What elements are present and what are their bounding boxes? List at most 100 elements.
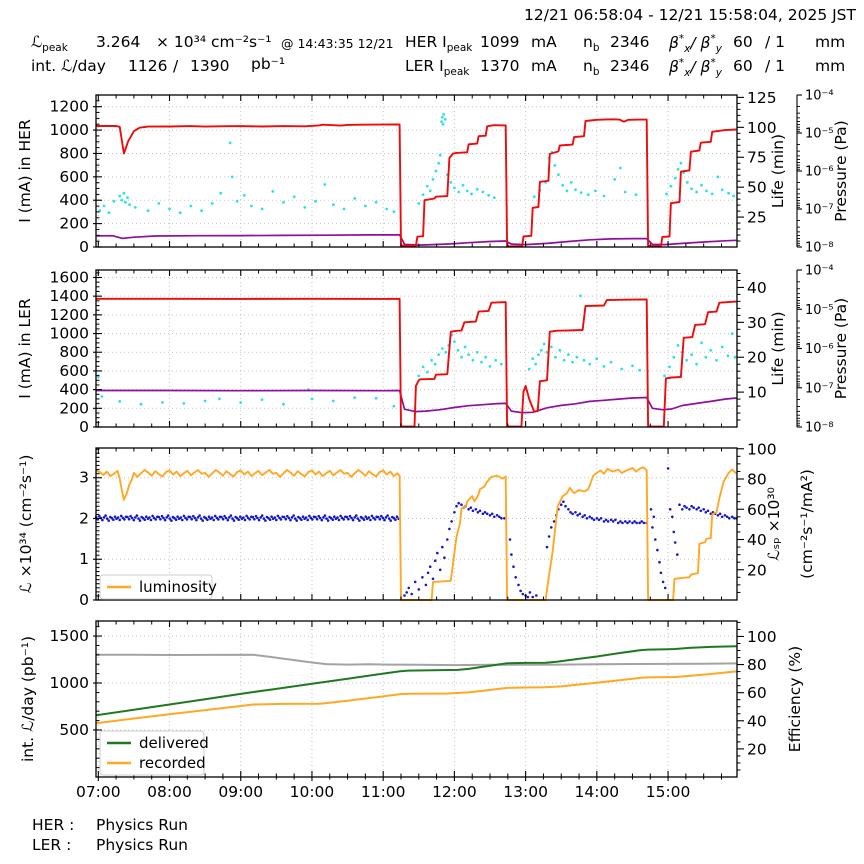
series-her-lifetime xyxy=(96,233,737,246)
svg-text:10: 10 xyxy=(747,384,767,402)
ler-nb-value: 2346 xyxy=(610,57,650,75)
svg-text:Life (min): Life (min) xyxy=(769,311,787,385)
her-beta-value: 60 xyxy=(733,33,753,51)
svg-text:int. ℒ/day (pb⁻¹): int. ℒ/day (pb⁻¹) xyxy=(19,636,37,762)
svg-text:I (mA) in HER: I (mA) in HER xyxy=(16,119,34,223)
svg-text:800: 800 xyxy=(59,144,89,162)
svg-text:100: 100 xyxy=(747,440,777,458)
legend-lumi: luminosity xyxy=(99,574,217,600)
svg-text:125: 125 xyxy=(747,89,777,107)
svg-text:1: 1 xyxy=(79,550,89,568)
svg-text:100: 100 xyxy=(747,119,777,137)
ler-ipeak-unit: mA xyxy=(531,57,557,75)
svg-text:400: 400 xyxy=(59,381,89,399)
series-ler-current xyxy=(96,297,737,428)
svg-text:80: 80 xyxy=(747,656,767,674)
her-run-mode-label: HER : xyxy=(32,816,75,834)
svg-text:12:00: 12:00 xyxy=(432,783,477,801)
svg-text:40: 40 xyxy=(747,279,767,297)
series-recorded xyxy=(96,670,737,725)
svg-text:600: 600 xyxy=(59,168,89,186)
svg-text:Pressure (Pa): Pressure (Pa) xyxy=(832,298,850,399)
svg-text:75: 75 xyxy=(747,149,767,167)
svg-text:40: 40 xyxy=(747,531,767,549)
svg-text:200: 200 xyxy=(59,215,89,233)
ler-beta-sep: / 1 xyxy=(765,57,786,75)
svg-text:recorded: recorded xyxy=(139,754,206,772)
peak-luminosity-unit: × 10³⁴ cm⁻²s⁻¹ xyxy=(156,33,272,51)
svg-text:1500: 1500 xyxy=(50,627,89,645)
int-lumi-value: 1126 xyxy=(128,57,168,75)
series-her-pressure xyxy=(98,112,735,215)
her-beta-label: β*x/ β*y xyxy=(669,33,722,55)
svg-text:100: 100 xyxy=(747,628,777,646)
svg-text:600: 600 xyxy=(59,362,89,380)
svg-text:delivered: delivered xyxy=(139,734,209,752)
series-ler-lifetime xyxy=(96,389,737,414)
ler-beta-label: β*x/ β*y xyxy=(669,57,722,79)
svg-text:1400: 1400 xyxy=(50,287,89,305)
svg-text:1200: 1200 xyxy=(50,98,89,116)
series-her-current xyxy=(96,118,737,248)
svg-text:200: 200 xyxy=(59,399,89,417)
svg-text:60: 60 xyxy=(747,684,767,702)
int-lumi-label: int. ℒ/day xyxy=(31,57,106,75)
ler-run-mode-label: LER : xyxy=(32,836,72,854)
svg-text:ℒₛₚ ×10³⁰: ℒₛₚ ×10³⁰ xyxy=(765,487,783,561)
ler-ipeak-value: 1370 xyxy=(480,57,520,75)
her-beta-sep: / 1 xyxy=(765,33,786,51)
ler-run-mode-value: Physics Run xyxy=(96,836,188,854)
svg-text:20: 20 xyxy=(747,740,767,758)
svg-text:60: 60 xyxy=(747,501,767,519)
ler-beta-unit: mm xyxy=(815,57,846,75)
int-lumi-unit: pb⁻¹ xyxy=(251,55,286,73)
svg-text:80: 80 xyxy=(747,471,767,489)
peak-luminosity-value: 3.264 xyxy=(96,33,141,51)
series-delivered xyxy=(96,645,737,717)
svg-text:400: 400 xyxy=(59,191,89,209)
svg-text:0: 0 xyxy=(79,591,89,609)
svg-text:1000: 1000 xyxy=(50,121,89,139)
ler-ipeak-label: LER Ipeak xyxy=(405,57,470,78)
legend-integrated: delivered recorded xyxy=(99,730,209,776)
her-beta-unit: mm xyxy=(815,33,846,51)
svg-text:08:00: 08:00 xyxy=(147,783,192,801)
plot-her: 0 200 400 600 800 1000 1200 I (mA) in HER 25 50 75… xyxy=(16,89,850,257)
svg-text:07:00: 07:00 xyxy=(76,783,121,801)
svg-text:10⁻⁷: 10⁻⁷ xyxy=(805,381,834,396)
svg-text:1000: 1000 xyxy=(50,674,89,692)
her-ipeak-label: HER Ipeak xyxy=(405,33,473,54)
peak-luminosity-timestamp: @ 14:43:35 12/21 xyxy=(281,36,394,51)
svg-text:25: 25 xyxy=(747,209,767,227)
svg-text:Pressure (Pa): Pressure (Pa) xyxy=(832,120,850,221)
ler-nb-label: nb xyxy=(583,57,600,78)
svg-text:1200: 1200 xyxy=(50,306,89,324)
svg-text:10⁻⁷: 10⁻⁷ xyxy=(805,203,834,218)
her-ipeak-unit: mA xyxy=(531,33,557,51)
svg-text:11:00: 11:00 xyxy=(361,783,406,801)
series-ler-pressure xyxy=(96,294,737,408)
series-efficiency xyxy=(96,653,737,667)
svg-text:10⁻⁶: 10⁻⁶ xyxy=(805,165,834,180)
plot-integrated: 07:00 08:00 09:00 10:00 11:00 12:00 13:00 14:00… xyxy=(19,620,804,801)
svg-text:ℒ ×10³⁴ (cm⁻²s⁻¹): ℒ ×10³⁴ (cm⁻²s⁻¹) xyxy=(17,455,35,594)
svg-text:500: 500 xyxy=(59,721,89,739)
svg-text:10⁻⁸: 10⁻⁸ xyxy=(805,241,834,256)
svg-text:2: 2 xyxy=(79,509,89,527)
svg-text:10⁻⁵: 10⁻⁵ xyxy=(805,127,834,142)
int-lumi-goal: 1390 xyxy=(190,57,230,75)
svg-text:10⁻⁶: 10⁻⁶ xyxy=(805,342,834,357)
svg-text:luminosity: luminosity xyxy=(139,578,217,596)
int-lumi-sep: / xyxy=(173,57,179,75)
svg-text:1600: 1600 xyxy=(50,268,89,286)
svg-text:1000: 1000 xyxy=(50,325,89,343)
svg-text:30: 30 xyxy=(747,314,767,332)
svg-text:10⁻⁴: 10⁻⁴ xyxy=(805,89,834,104)
svg-text:40: 40 xyxy=(747,712,767,730)
svg-text:09:00: 09:00 xyxy=(218,783,263,801)
peak-luminosity-label: ℒpeak xyxy=(31,33,68,54)
svg-text:0: 0 xyxy=(79,238,89,256)
